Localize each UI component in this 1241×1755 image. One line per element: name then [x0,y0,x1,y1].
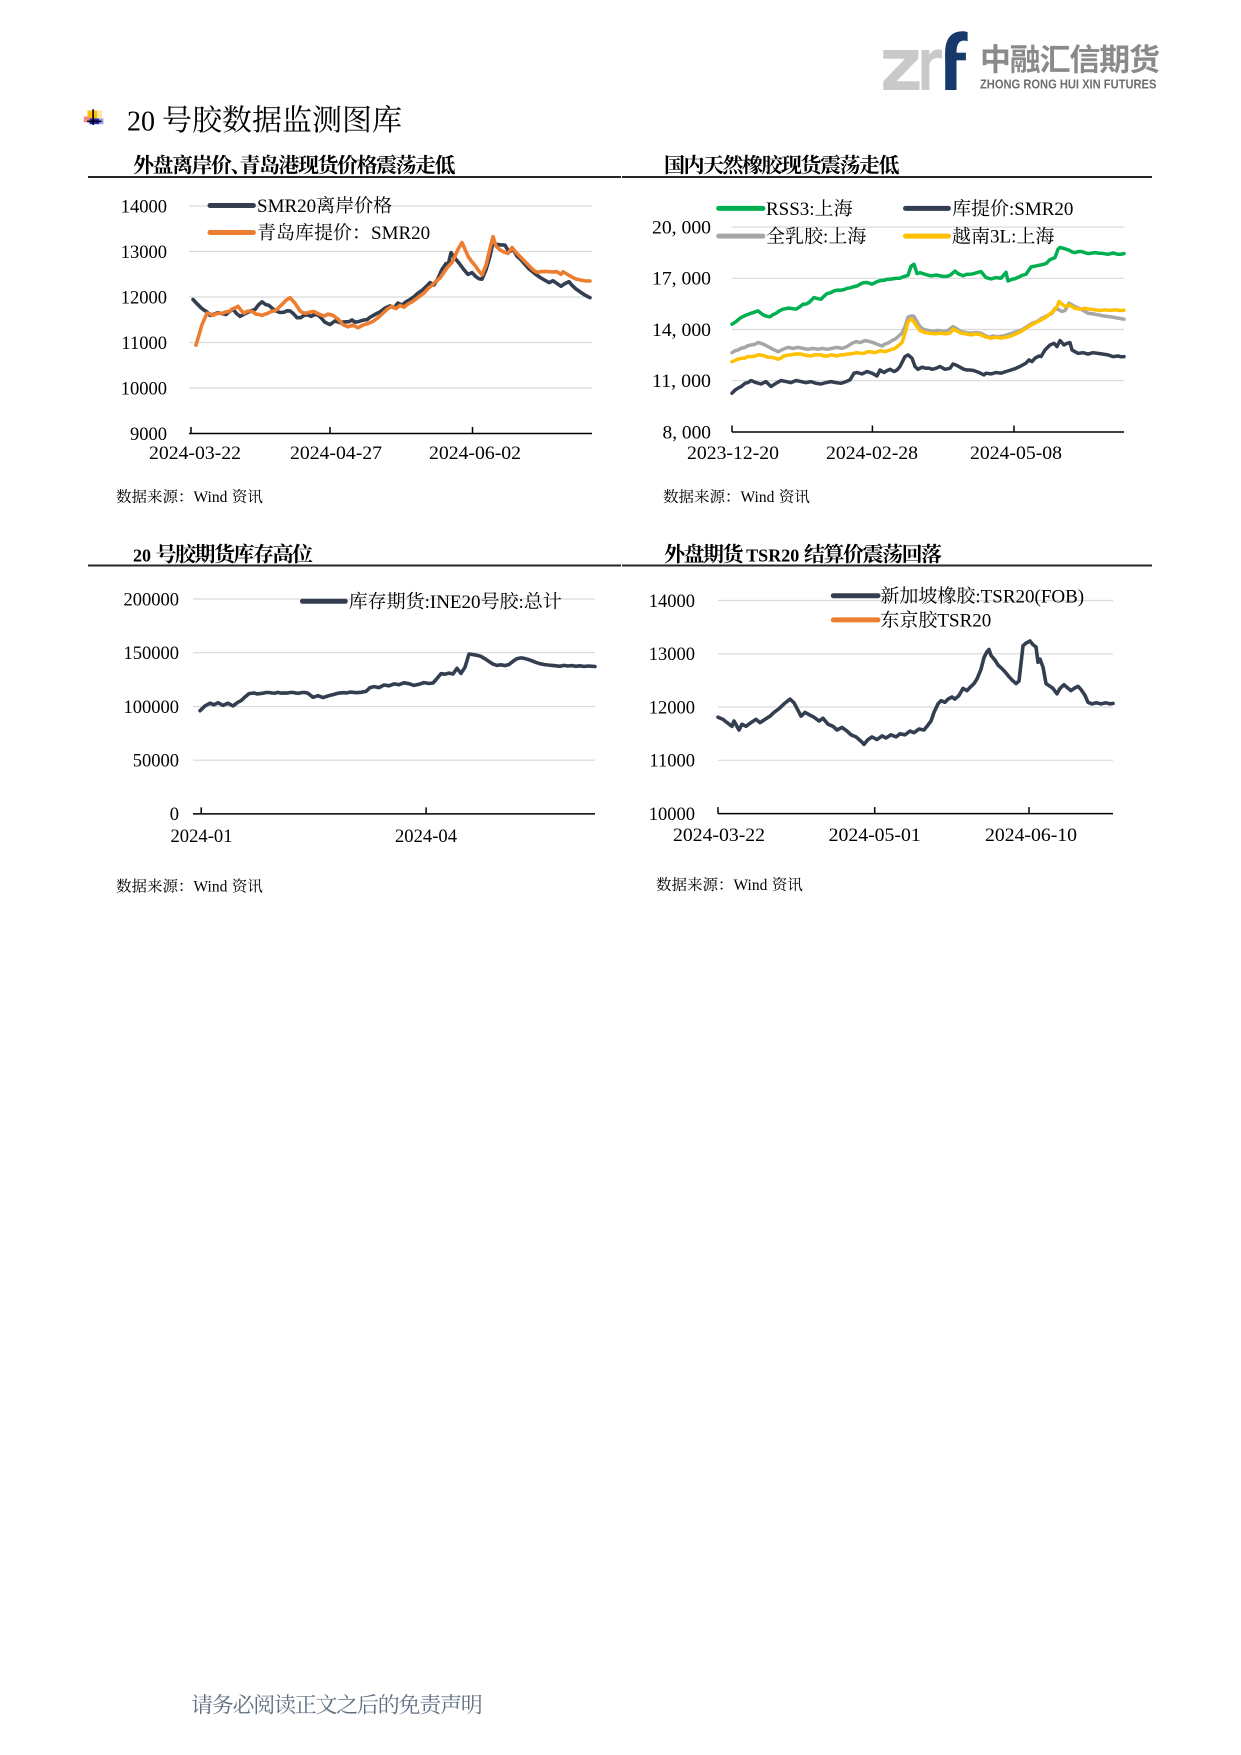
svg-text:10000: 10000 [649,805,695,825]
svg-text:11000: 11000 [649,752,695,772]
svg-text:11, 000: 11, 000 [652,372,711,392]
svg-text:Wind: Wind [734,877,772,894]
svg-text:11000: 11000 [121,334,167,354]
svg-text:14, 000: 14, 000 [652,321,711,341]
svg-text:13000: 13000 [649,645,695,665]
svg-text:150000: 150000 [124,644,180,664]
svg-text:14000: 14000 [121,197,167,217]
svg-text:2024-06-02: 2024-06-02 [429,444,521,464]
svg-text:10000: 10000 [121,379,167,399]
svg-text:Wind: Wind [194,879,232,896]
svg-text::INE20: :INE20 [425,592,481,613]
svg-text:20: 20 [133,546,156,566]
svg-text:RSS3:: RSS3: [766,199,815,220]
svg-text:12000: 12000 [121,288,167,308]
svg-text:2024-05-01: 2024-05-01 [829,826,921,846]
svg-text:SMR20: SMR20 [257,196,316,217]
svg-text:2024-03-22: 2024-03-22 [673,826,765,846]
svg-text:Wind: Wind [194,489,232,506]
svg-text::SMR20: :SMR20 [1009,199,1073,220]
svg-text:SMR20: SMR20 [371,223,430,244]
svg-text:2024-04-27: 2024-04-27 [290,444,382,464]
svg-text:2024-02-28: 2024-02-28 [826,444,918,464]
svg-text:100000: 100000 [124,698,180,718]
svg-text:50000: 50000 [133,752,179,772]
svg-text:20: 20 [127,106,162,137]
svg-text:ZHONG RONG HUI XIN FUTURES: ZHONG RONG HUI XIN FUTURES [980,78,1156,92]
svg-text:3L:: 3L: [990,227,1016,248]
svg-text:17, 000: 17, 000 [652,270,711,290]
svg-text:2024-04: 2024-04 [395,827,457,847]
svg-text::: : [519,592,524,613]
svg-text:8, 000: 8, 000 [663,423,712,443]
svg-text:TSR20: TSR20 [937,611,991,632]
svg-text:2024-06-10: 2024-06-10 [985,826,1077,846]
svg-text:14000: 14000 [649,592,695,612]
svg-text:20, 000: 20, 000 [652,218,711,238]
svg-text:2024-01: 2024-01 [171,827,233,847]
svg-text:TSR20: TSR20 [742,546,804,566]
svg-text:2024-05-08: 2024-05-08 [970,444,1062,464]
svg-text:12000: 12000 [649,698,695,718]
svg-text:Wind: Wind [741,489,779,506]
svg-text:0: 0 [170,805,179,825]
svg-text::TSR20(FOB): :TSR20(FOB) [975,586,1084,607]
svg-text:9000: 9000 [130,425,167,445]
svg-text:13000: 13000 [121,243,167,263]
svg-text:2024-03-22: 2024-03-22 [149,444,241,464]
svg-text:200000: 200000 [124,590,180,610]
svg-text::: : [823,227,828,248]
svg-text:2023-12-20: 2023-12-20 [687,444,779,464]
